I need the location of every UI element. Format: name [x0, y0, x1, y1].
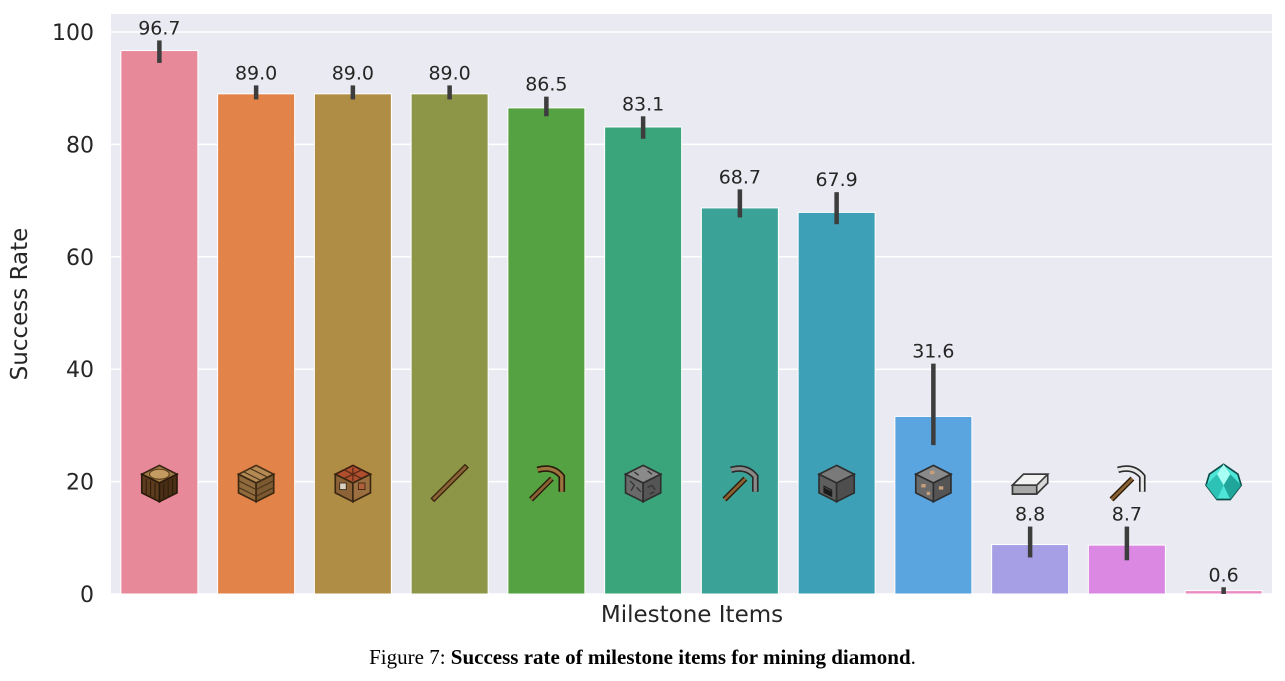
bar: [604, 126, 683, 595]
y-tick-label: 60: [66, 246, 94, 271]
bar: [894, 415, 973, 595]
bar-value-label: 89.0: [332, 62, 374, 84]
bar-value-label: 86.5: [525, 74, 567, 96]
bar-value-label: 83.1: [622, 93, 664, 115]
bar-value-label: 96.7: [138, 17, 180, 39]
bar: [700, 207, 779, 595]
bar: [313, 93, 392, 595]
caption-title: Success rate of milestone items for mini…: [450, 645, 911, 669]
caption-prefix: Figure 7:: [369, 645, 451, 669]
bar-value-label: 89.0: [235, 62, 277, 84]
bar: [120, 50, 199, 595]
bar: [507, 107, 586, 595]
bar-value-label: 68.7: [719, 166, 761, 188]
bar: [217, 93, 296, 595]
iron-ore-icon: [914, 464, 952, 503]
y-tick-label: 80: [66, 133, 94, 158]
figure-caption: Figure 7: Success rate of milestone item…: [0, 645, 1285, 670]
y-tick-label: 100: [52, 21, 94, 46]
cobblestone-icon: [624, 464, 662, 503]
bar-value-label: 0.6: [1209, 564, 1239, 586]
crafting-table-icon: [334, 464, 372, 503]
furnace-icon: [818, 464, 856, 503]
caption-suffix: .: [910, 645, 916, 669]
bar-value-label: 8.8: [1015, 504, 1045, 526]
bar-value-label: 8.7: [1112, 504, 1142, 526]
x-axis-label: Milestone Items: [601, 602, 783, 628]
bar: [797, 211, 876, 595]
bar-value-label: 31.6: [912, 341, 954, 363]
bar-value-label: 89.0: [428, 62, 470, 84]
y-tick-label: 0: [80, 583, 94, 608]
bar-value-label: 67.9: [815, 169, 857, 191]
y-axis-label: Success Rate: [7, 228, 33, 381]
bar-chart: 96.7 89.0 89.0 89.0 86.5 83.1 68.7 67.9 31.6 8.8 8…: [7, 14, 1272, 628]
plot-area: [111, 14, 1272, 594]
bar: [410, 93, 489, 595]
oak-log-icon: [140, 464, 178, 503]
y-tick-label: 40: [66, 358, 94, 383]
y-tick-label: 20: [66, 471, 94, 496]
planks-icon: [237, 464, 275, 503]
